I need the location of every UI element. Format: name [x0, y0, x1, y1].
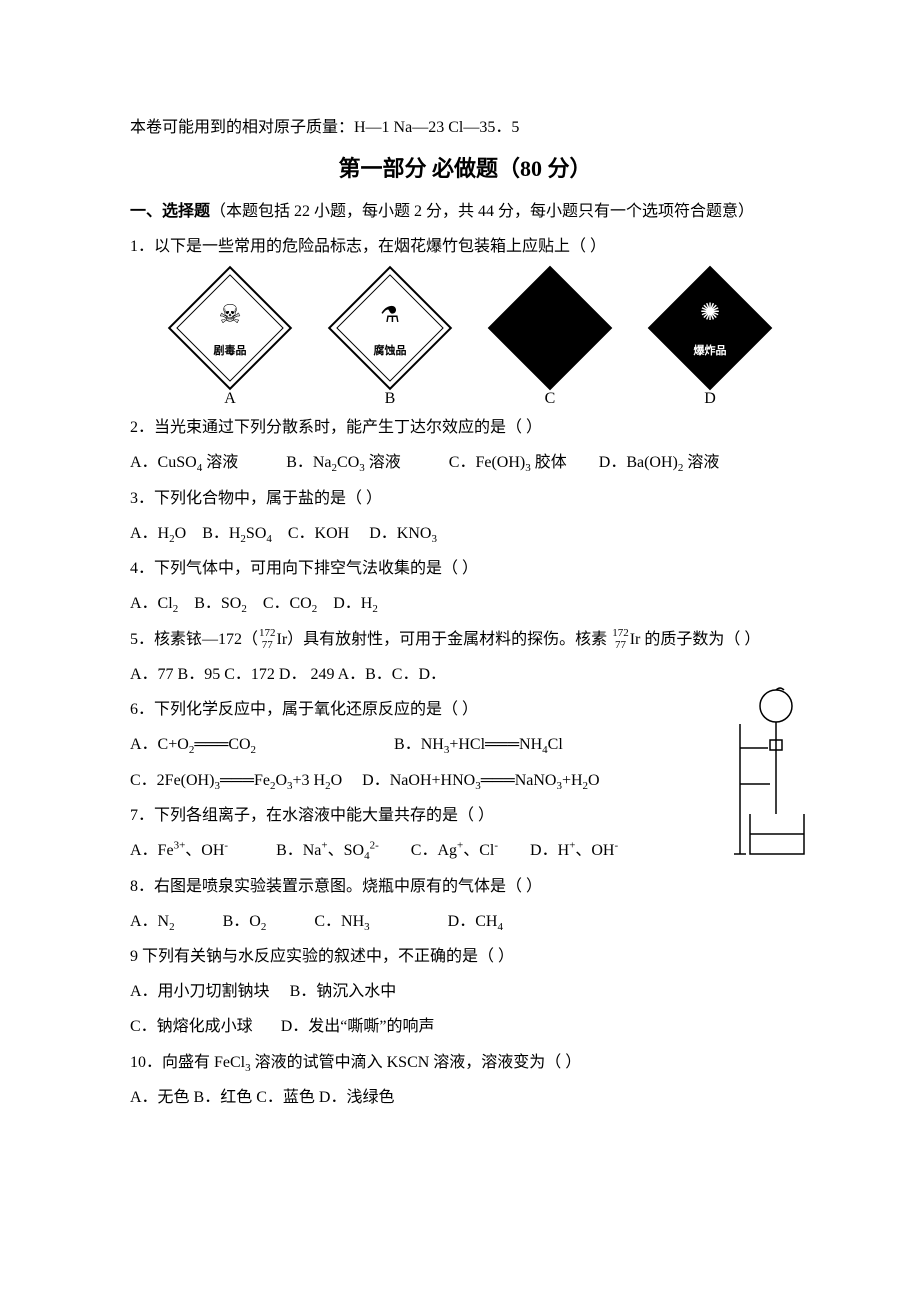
- q2-a: A．CuSO: [130, 454, 197, 471]
- q1-figure-row: ☠ 剧毒品 A ⚗ 腐蚀品 B C ✺ 爆炸品 D: [170, 268, 770, 408]
- q7-options: A．Fe3+、OH- B．Na+、SO42- C．Ag+、Cl- D．H+、OH…: [130, 833, 800, 868]
- q5-options: A．77 B．95 C．172 D． 249 A．B．C．D．: [130, 657, 800, 692]
- section1-heading-bold: 一、选择题: [130, 203, 210, 220]
- q9-stem: 9 下列有关钠与水反应实验的叙述中，不正确的是（ ）: [130, 939, 800, 974]
- corrosive-icon: ⚗: [330, 302, 450, 328]
- q1-b-label: 腐蚀品: [330, 342, 450, 358]
- q1-a-letter: A: [170, 390, 290, 408]
- q1-option-a: ☠ 剧毒品 A: [170, 268, 290, 408]
- q9-a: A．用小刀切割钠块: [130, 983, 270, 1000]
- q2-stem: 2．当光束通过下列分散系时，能产生丁达尔效应的是（ ）: [130, 410, 800, 445]
- q8-stem: 8．右图是喷泉实验装置示意图。烧瓶中原有的气体是（ ）: [130, 869, 800, 904]
- q6-line2: C．2Fe(OH)3═══Fe2O3+3 H2O D．NaOH+HNO3═══N…: [130, 763, 800, 798]
- section1-heading-rest: （本题包括 22 小题，每小题 2 分，共 44 分，每小题只有一个选项符合题意…: [210, 203, 754, 220]
- explosive-icon: ✺: [650, 298, 770, 327]
- q1-d-label: 爆炸品: [650, 342, 770, 358]
- q8-b: B．O: [223, 913, 261, 930]
- q1-b-letter: B: [330, 390, 450, 408]
- section1-heading: 一、选择题（本题包括 22 小题，每小题 2 分，共 44 分，每小题只有一个选…: [130, 194, 800, 229]
- q6-stem: 6．下列化学反应中，属于氧化还原反应的是（ ）: [130, 692, 800, 727]
- q3-d: D．KNO: [369, 525, 431, 542]
- q7-d: D．H: [530, 842, 569, 859]
- q4-b: B．SO: [194, 595, 241, 612]
- q9-line1: A．用小刀切割钠块 B．钠沉入水中: [130, 974, 800, 1009]
- q1-stem: 1．以下是一些常用的危险品标志，在烟花爆竹包装箱上应贴上（ ）: [130, 229, 800, 264]
- q10-options: A．无色 B．红色 C．蓝色 D．浅绿色: [130, 1080, 800, 1115]
- q1-option-b: ⚗ 腐蚀品 B: [330, 268, 450, 408]
- q2-c: C．Fe(OH): [449, 454, 525, 471]
- q9-line2: C．钠熔化成小球 D．发出“嘶嘶”的响声: [130, 1009, 800, 1044]
- q4-options: A．Cl2 B．SO2 C．CO2 D．H2: [130, 586, 800, 621]
- q5-stem: 5．核素铱—172（17277Ir）具有放射性，可用于金属材料的探伤。核素 17…: [130, 622, 800, 657]
- q4-c: C．CO: [263, 595, 312, 612]
- fountain-apparatus-figure: [720, 684, 820, 874]
- q6-line1: A．C+O2═══CO2 B．NH3+HCl═══NH4Cl: [130, 727, 800, 762]
- q1-a-label: 剧毒品: [170, 342, 290, 358]
- q10-stem: 10．向盛有 FeCl3 溶液的试管中滴入 KSCN 溶液，溶液变为（ ）: [130, 1045, 800, 1080]
- q8-c: C．NH: [314, 913, 364, 930]
- q6-d: D．NaOH+HNO: [362, 772, 475, 789]
- q6-a: A．C+O: [130, 736, 189, 753]
- q3-b: B．H: [202, 525, 240, 542]
- q1-option-d: ✺ 爆炸品 D: [650, 268, 770, 408]
- q7-b: B．Na: [276, 842, 321, 859]
- q9-c: C．钠熔化成小球: [130, 1018, 253, 1035]
- q7-c: C．Ag: [411, 842, 457, 859]
- q8-a: A．N: [130, 913, 169, 930]
- q2-d: D．Ba(OH): [599, 454, 678, 471]
- q3-c: C．KOH: [288, 525, 349, 542]
- q4-stem: 4．下列气体中，可用向下排空气法收集的是（ ）: [130, 551, 800, 586]
- q9-b: B．钠沉入水中: [290, 983, 397, 1000]
- q1-c-letter: C: [490, 390, 610, 408]
- q7-a: A．Fe: [130, 842, 174, 859]
- q8-d: D．CH: [448, 913, 498, 930]
- q4-a: A．Cl: [130, 595, 173, 612]
- q7-stem: 7．下列各组离子，在水溶液中能大量共存的是（ ）: [130, 798, 800, 833]
- q6-c: C．2Fe(OH): [130, 772, 214, 789]
- part1-title: 第一部分 必做题（80 分）: [130, 145, 800, 193]
- q2-b: B．Na: [286, 454, 331, 471]
- q6-b: B．NH: [394, 736, 444, 753]
- q3-options: A．H2O B．H2SO4 C．KOH D．KNO3: [130, 516, 800, 551]
- q9-d: D．发出“嘶嘶”的响声: [281, 1018, 435, 1035]
- q3-stem: 3．下列化合物中，属于盐的是（ ）: [130, 481, 800, 516]
- q4-d: D．H: [333, 595, 372, 612]
- skull-icon: ☠: [170, 300, 290, 330]
- q3-a: A．H: [130, 525, 169, 542]
- atomic-masses: 本卷可能用到的相对原子质量：H—1 Na—23 Cl—35．5: [130, 110, 800, 145]
- q1-d-letter: D: [650, 390, 770, 408]
- q1-option-c: C: [490, 268, 610, 408]
- q2-options: A．CuSO4 溶液 B．Na2CO3 溶液 C．Fe(OH)3 胶体 D．Ba…: [130, 445, 800, 480]
- q8-options: A．N2 B．O2 C．NH3 D．CH4: [130, 904, 800, 939]
